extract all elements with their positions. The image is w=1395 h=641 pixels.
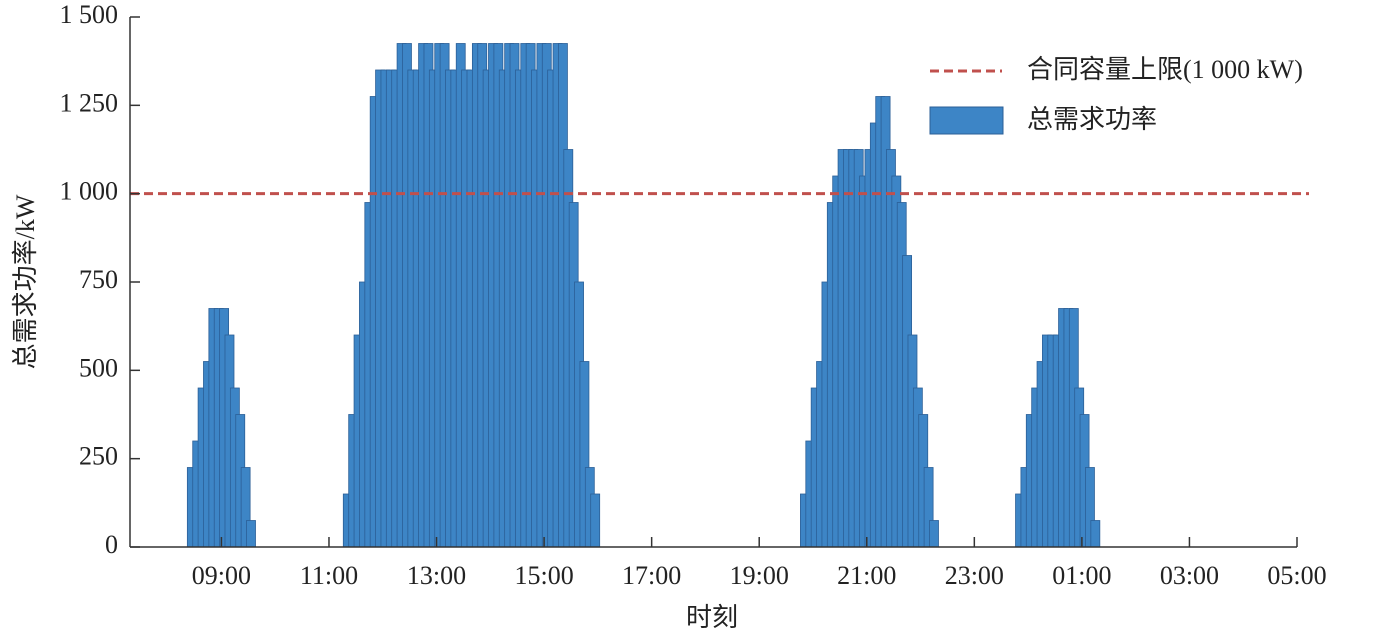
- y-tick-label: 500: [79, 353, 118, 382]
- x-tick-label: 21:00: [837, 561, 896, 590]
- x-tick-label: 23:00: [945, 561, 1004, 590]
- x-tick-label: 05:00: [1267, 561, 1326, 590]
- bar: [1090, 520, 1101, 548]
- legend-swatch: [929, 106, 1004, 135]
- y-tick-label: 1 250: [60, 88, 119, 117]
- bar: [929, 520, 939, 548]
- y-axis-label: 总需求功率/kW: [11, 194, 40, 369]
- y-tick-label: 0: [105, 530, 118, 559]
- bar: [590, 493, 601, 548]
- x-tick-label: 09:00: [192, 561, 251, 590]
- legend-label: 总需求功率: [1027, 105, 1157, 134]
- x-tick-label: 19:00: [730, 561, 789, 590]
- y-tick-label: 750: [79, 265, 118, 294]
- bar: [246, 520, 256, 548]
- y-tick-label: 1 000: [60, 177, 119, 206]
- y-tick-label: 250: [79, 442, 118, 471]
- x-tick-label: 17:00: [622, 561, 681, 590]
- legend-label: 合同容量上限(1 000 kW): [1027, 55, 1303, 84]
- x-tick-label: 13:00: [407, 561, 466, 590]
- x-tick-label: 11:00: [300, 561, 358, 590]
- x-tick-label: 15:00: [514, 561, 573, 590]
- x-tick-label: 01:00: [1052, 561, 1111, 590]
- y-tick-label: 1 500: [60, 0, 119, 29]
- x-axis-label: 时刻: [686, 603, 738, 632]
- x-tick-label: 03:00: [1160, 561, 1219, 590]
